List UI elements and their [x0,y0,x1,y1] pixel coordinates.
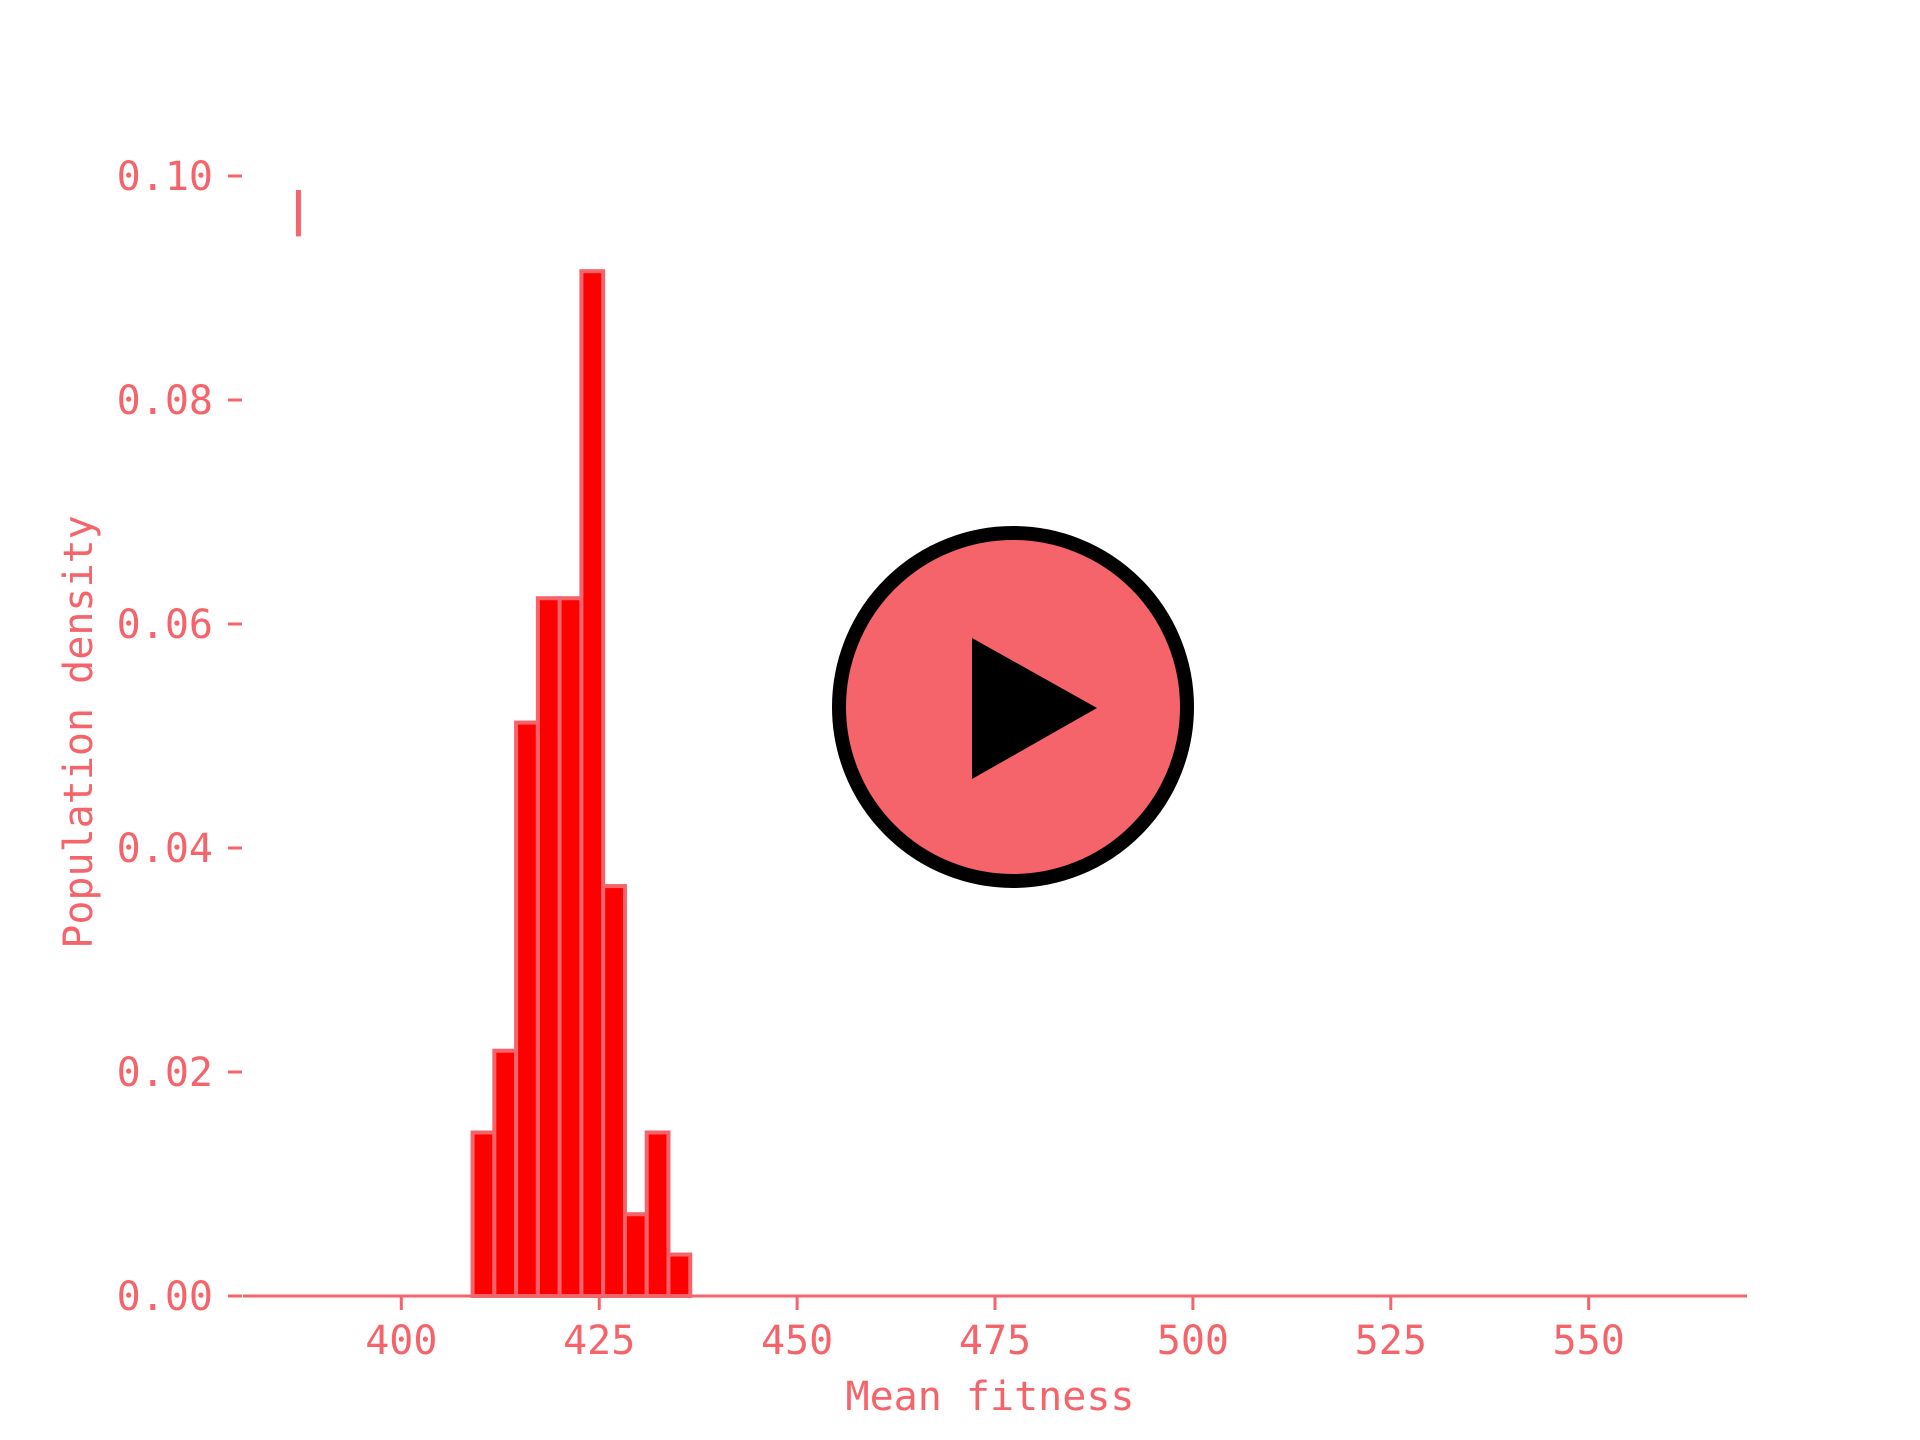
y-tick-label: 0.06 [117,602,213,648]
histogram-bars [470,269,693,1299]
histogram-bar [579,269,606,1299]
x-tick-label: 550 [1553,1318,1625,1364]
play-button[interactable] [832,526,1194,888]
histogram-bar [666,1252,693,1299]
histogram-bar [535,596,562,1298]
histogram-bar [557,596,584,1298]
histogram-bar [492,1048,519,1298]
x-tick-label: 500 [1157,1318,1229,1364]
play-icon [972,638,1097,779]
x-tick-label: 400 [365,1318,437,1364]
histogram-bar [622,1212,649,1298]
x-tick-label: 425 [563,1318,635,1364]
y-tick-label: 0.02 [117,1050,213,1096]
y-tick-label: 0.10 [117,154,213,200]
x-tick-label: 450 [761,1318,833,1364]
histogram-bar [644,1130,671,1298]
x-tick-label: 525 [1355,1318,1427,1364]
y-tick-label: 0.04 [117,826,213,872]
histogram-bar [514,720,540,1298]
y-tick-label: 0.08 [117,378,213,424]
y-tick-label: 0.00 [117,1274,213,1320]
histogram-bar [470,1130,497,1298]
x-axis: 400 425 450 475 500 525 550 [243,1294,1747,1364]
x-axis-label: Mean fitness [846,1374,1135,1420]
y-axis-label: Population density [56,515,102,948]
x-tick-label: 475 [959,1318,1031,1364]
y-axis: 0.00 0.02 0.04 0.06 0.08 0.10 [117,154,242,1320]
histogram-bar [601,884,627,1299]
